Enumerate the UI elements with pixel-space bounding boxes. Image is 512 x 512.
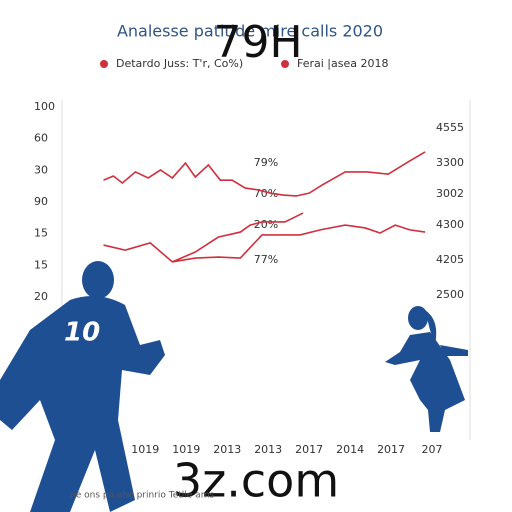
- y2-tick-label: 4300: [436, 218, 464, 231]
- x-tick-label: 2014: [336, 443, 364, 456]
- footer: ne ons pa.ahe prinrio Tetlle ams: [70, 491, 214, 501]
- series-line: [103, 151, 426, 197]
- legend-swatch: [100, 60, 108, 68]
- y-tick-label: 100: [34, 100, 55, 113]
- y-tick-label: 60: [34, 132, 48, 145]
- x-tick-label: 2017: [377, 443, 405, 456]
- y2-tick-label: 3300: [436, 156, 464, 169]
- legend-swatch: [281, 60, 289, 68]
- x-tick-label: 2013: [254, 443, 282, 456]
- annotation: 20%: [254, 218, 278, 231]
- jersey-number: 10: [64, 318, 100, 348]
- player-silhouette: [0, 261, 165, 512]
- series-line: [103, 224, 426, 263]
- x-tick-label: 2013: [213, 443, 241, 456]
- overlay-text: 79H: [213, 17, 302, 68]
- y-tick-label: 20: [34, 290, 48, 303]
- watermark: 3z.com: [173, 454, 339, 508]
- x-tick-label: 1019: [172, 443, 200, 456]
- woman-silhouette: [385, 306, 468, 432]
- y-tick-label: 90: [34, 195, 48, 208]
- y2-tick-label: 4205: [436, 253, 464, 266]
- y2-tick-label: 2500: [436, 288, 464, 301]
- chart-title: Analesse patitide mire calls 2020: [117, 22, 383, 41]
- y-tick-label: 30: [34, 163, 48, 176]
- x-tick-label: 2017: [295, 443, 323, 456]
- y2-tick-label: 3002: [436, 187, 464, 200]
- annotation: 77%: [254, 253, 278, 266]
- legend-label: Detardo Juss: T'r, Co%): [116, 57, 243, 70]
- y-tick-label: 15: [34, 258, 48, 271]
- x-tick-label: 1019: [131, 443, 159, 456]
- x-tick-label: 207: [422, 443, 443, 456]
- series-line: [172, 212, 304, 263]
- annotation: 79%: [254, 156, 278, 169]
- y2-tick-label: 4555: [436, 121, 464, 134]
- y-tick-label: 15: [34, 227, 48, 240]
- legend-label: Ferai |asea 2018: [297, 57, 389, 70]
